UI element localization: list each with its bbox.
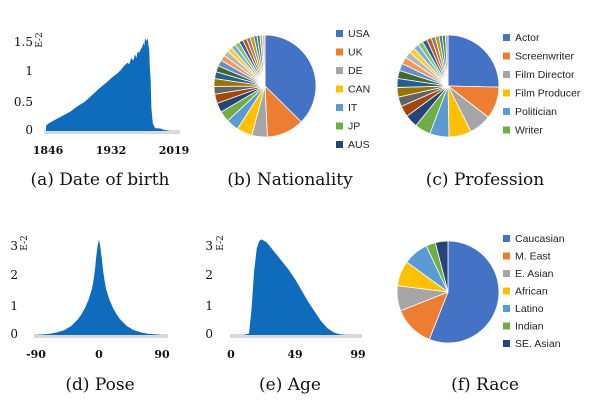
panel-profession: Actor Screenwriter Film Director Film Produ… (396, 32, 581, 190)
panel-date-of-birth: E-2 0 0.5 1 1.5 1846 1932 2019 (a) Date … (14, 32, 189, 190)
legend-label: Actor (515, 32, 540, 44)
x-tick-label: 2019 (159, 144, 190, 157)
legend-label: African (515, 286, 548, 298)
caption-pose: (d) Pose (65, 375, 134, 395)
legend-swatch (503, 126, 510, 134)
y-tick-label: 2 (205, 268, 213, 282)
caption-date-of-birth: (a) Date of birth (30, 170, 169, 190)
x-tick-label: 90 (154, 348, 170, 361)
x-tick-label: 1932 (96, 144, 127, 157)
caption-profession: (c) Profession (426, 170, 544, 190)
legend-label: Politician (515, 106, 557, 118)
legend-label: IT (348, 102, 358, 114)
panel-pose: E-2 0 1 2 3 -90 0 90 (d) Pose (10, 235, 170, 395)
y-tick-label: 0 (10, 327, 18, 341)
legend-label: Indian (515, 321, 544, 333)
legend-label: Writer (515, 125, 543, 137)
x-tick-label: 1846 (33, 144, 64, 157)
x-tick-label: -90 (26, 348, 46, 361)
legend-swatch (336, 104, 343, 111)
x-axis-baseline (44, 130, 180, 134)
legend-label: Caucasian (515, 233, 565, 245)
legend-swatch (503, 34, 510, 41)
y-tick-label: 3 (10, 239, 18, 253)
legend-label: M. East (515, 251, 551, 263)
legend-swatch (503, 252, 510, 260)
pie-slice (428, 240, 500, 344)
legend-label: Film Producer (515, 88, 581, 100)
race-legend: Caucasian M. East E. Asian African Latino Ind… (503, 233, 565, 350)
pose-area (36, 239, 162, 335)
legend-swatch (336, 122, 343, 130)
legend-swatch (336, 48, 343, 56)
legend-swatch (503, 235, 510, 242)
pie-slice (262, 34, 266, 87)
multiplier-label: E-2 (216, 235, 226, 251)
panel-age: E-2 0 1 2 3 0 49 99 (e) Age (205, 235, 365, 395)
legend-label: UK (348, 47, 363, 59)
profession-legend: Actor Screenwriter Film Director Film Produ… (503, 32, 581, 137)
race-pie (396, 240, 500, 344)
pie-slice (444, 34, 449, 87)
age-area (231, 239, 358, 335)
pie-slice (434, 240, 449, 293)
y-tick-label: 0.5 (14, 95, 33, 109)
x-tick-label: 0 (95, 348, 103, 361)
caption-nationality: (b) Nationality (227, 170, 353, 190)
x-tick-label: 99 (350, 348, 365, 361)
y-tick-label: 2 (10, 268, 18, 282)
x-axis-baseline (230, 334, 362, 338)
y-tick-label: 1 (25, 64, 33, 78)
legend-swatch (503, 322, 510, 330)
legend-swatch (503, 52, 510, 60)
y-tick-label: 1 (205, 299, 213, 313)
y-tick-label: 3 (205, 239, 213, 253)
panel-nationality: USA UK DE CAN IT JP AUS (b) Nationality (213, 28, 370, 190)
caption-age: (e) Age (259, 375, 321, 395)
x-tick-label: 0 (227, 348, 235, 361)
legend-swatch (503, 89, 510, 97)
x-tick-label: 49 (287, 348, 302, 361)
legend-swatch (503, 270, 510, 277)
y-tick-label: 0 (205, 327, 213, 341)
legend-label: E. Asian (515, 268, 554, 280)
nationality-pie (213, 34, 317, 138)
profession-pie (396, 34, 500, 138)
legend-swatch (503, 287, 510, 295)
legend-swatch (336, 85, 343, 93)
legend-label: SE. Asian (515, 338, 561, 350)
legend-swatch (336, 141, 343, 148)
caption-race: (f) Race (451, 375, 519, 395)
legend-swatch (503, 71, 510, 78)
legend-swatch (503, 305, 510, 312)
legend-label: JP (348, 121, 360, 133)
legend-label: Latino (515, 303, 544, 315)
legend-label: DE (348, 65, 363, 77)
nationality-legend: USA UK DE CAN IT JP AUS (336, 28, 370, 151)
legend-label: AUS (348, 139, 370, 151)
pie-slice (264, 34, 317, 123)
multiplier-label: E-2 (20, 235, 30, 251)
legend-label: Screenwriter (515, 51, 574, 63)
x-axis-baseline (34, 334, 168, 338)
legend-swatch (503, 108, 510, 115)
pie-slice (447, 34, 500, 88)
legend-swatch (336, 30, 343, 37)
legend-label: Film Director (515, 69, 575, 81)
legend-swatch (336, 67, 343, 74)
legend-label: CAN (348, 84, 370, 96)
y-tick-label: 1.5 (14, 35, 33, 49)
date-of-birth-area (46, 38, 170, 131)
legend-label: USA (348, 28, 370, 40)
panel-race: Caucasian M. East E. Asian African Latino Ind… (396, 233, 565, 395)
y-tick-label: 1 (10, 299, 18, 313)
y-tick-label: 0 (25, 123, 33, 137)
multiplier-label: E-2 (35, 32, 45, 48)
legend-swatch (503, 340, 510, 347)
